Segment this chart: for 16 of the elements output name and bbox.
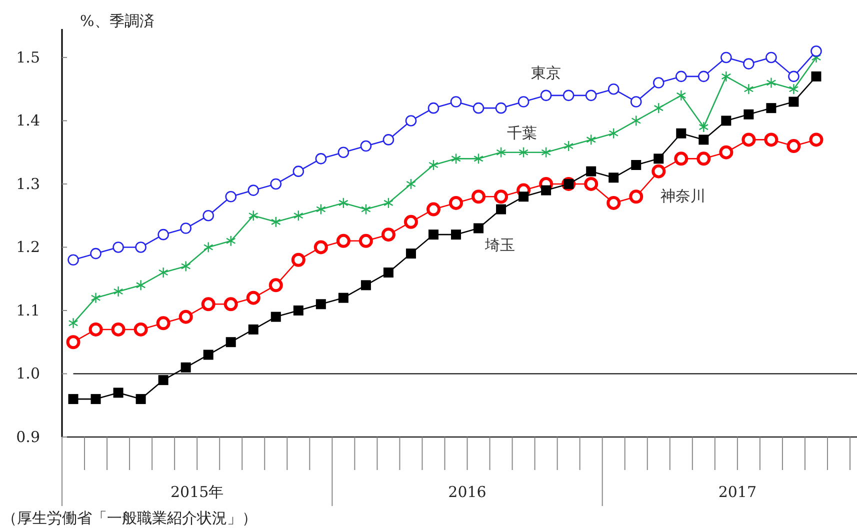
y-tick-label: 1.2 xyxy=(16,238,40,256)
y-tick-label: 1.4 xyxy=(16,112,40,130)
text: 2015年 xyxy=(170,483,224,501)
series-label: 千葉 xyxy=(507,124,537,142)
series-label: 神奈川 xyxy=(660,187,706,205)
text: 2016 xyxy=(448,483,486,501)
y-tick-label: 1.1 xyxy=(16,301,40,320)
y-tick-label: 1.5 xyxy=(16,48,40,66)
y-tick-label: 1.0 xyxy=(16,364,40,383)
y-tick-label: 0.9 xyxy=(16,428,40,446)
y-tick-label: 1.3 xyxy=(16,174,40,193)
series-label: 埼玉 xyxy=(484,236,515,254)
text: 2017 xyxy=(718,483,757,501)
y-axis-title: %、季調済 xyxy=(80,12,154,30)
text: （厚生労働省「一般職業紹介状況」） xyxy=(2,509,257,527)
series-label: 東京 xyxy=(531,64,561,82)
